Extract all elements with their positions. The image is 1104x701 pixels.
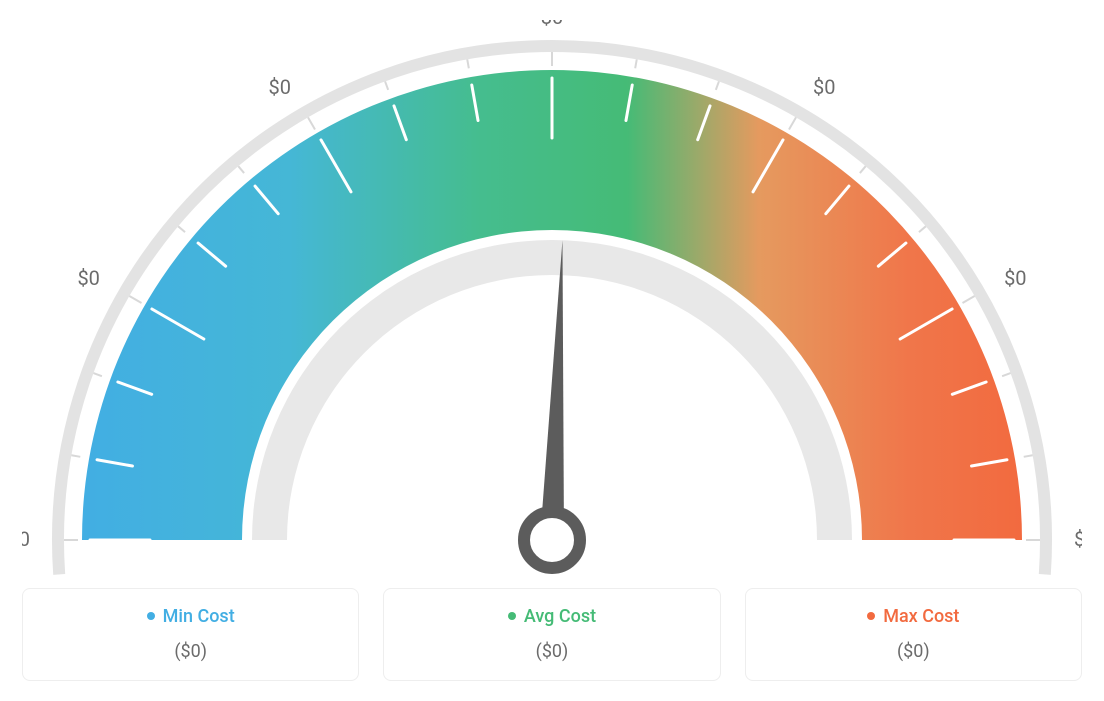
legend-title: Min Cost — [147, 606, 235, 627]
gauge-tick-label: $0 — [813, 75, 835, 99]
gauge-needle-hub — [524, 512, 580, 568]
legend-dot — [147, 612, 155, 620]
legend-title: Max Cost — [867, 606, 959, 627]
gauge-tick-label: $0 — [541, 20, 563, 29]
gauge-chart: $0 $0 $0 $0 $0 $0 $0 — [22, 20, 1082, 580]
gauge-tick-label: $0 — [22, 527, 30, 551]
gauge-needle — [540, 240, 564, 540]
legend-label: Min Cost — [163, 606, 235, 627]
gauge-tick-label: $0 — [1004, 266, 1026, 290]
legend-dot — [867, 612, 875, 620]
legend-title: Avg Cost — [508, 606, 596, 627]
gauge-tick-label: $0 — [1074, 527, 1082, 551]
gauge-tick-label: $0 — [77, 266, 99, 290]
legend-label: Max Cost — [883, 606, 959, 627]
legend-dot — [508, 612, 516, 620]
legend-card: Max Cost ($0) — [745, 588, 1082, 681]
gauge-svg: $0 $0 $0 $0 $0 $0 $0 — [22, 20, 1082, 580]
legend-card: Avg Cost ($0) — [383, 588, 720, 681]
legend-value: ($0) — [394, 641, 709, 662]
gauge-tick-label: $0 — [269, 75, 291, 99]
legend-value: ($0) — [756, 641, 1071, 662]
legend-row: Min Cost ($0) Avg Cost ($0) Max Cost ($0) — [22, 588, 1082, 681]
legend-value: ($0) — [33, 641, 348, 662]
legend-label: Avg Cost — [524, 606, 596, 627]
legend-card: Min Cost ($0) — [22, 588, 359, 681]
